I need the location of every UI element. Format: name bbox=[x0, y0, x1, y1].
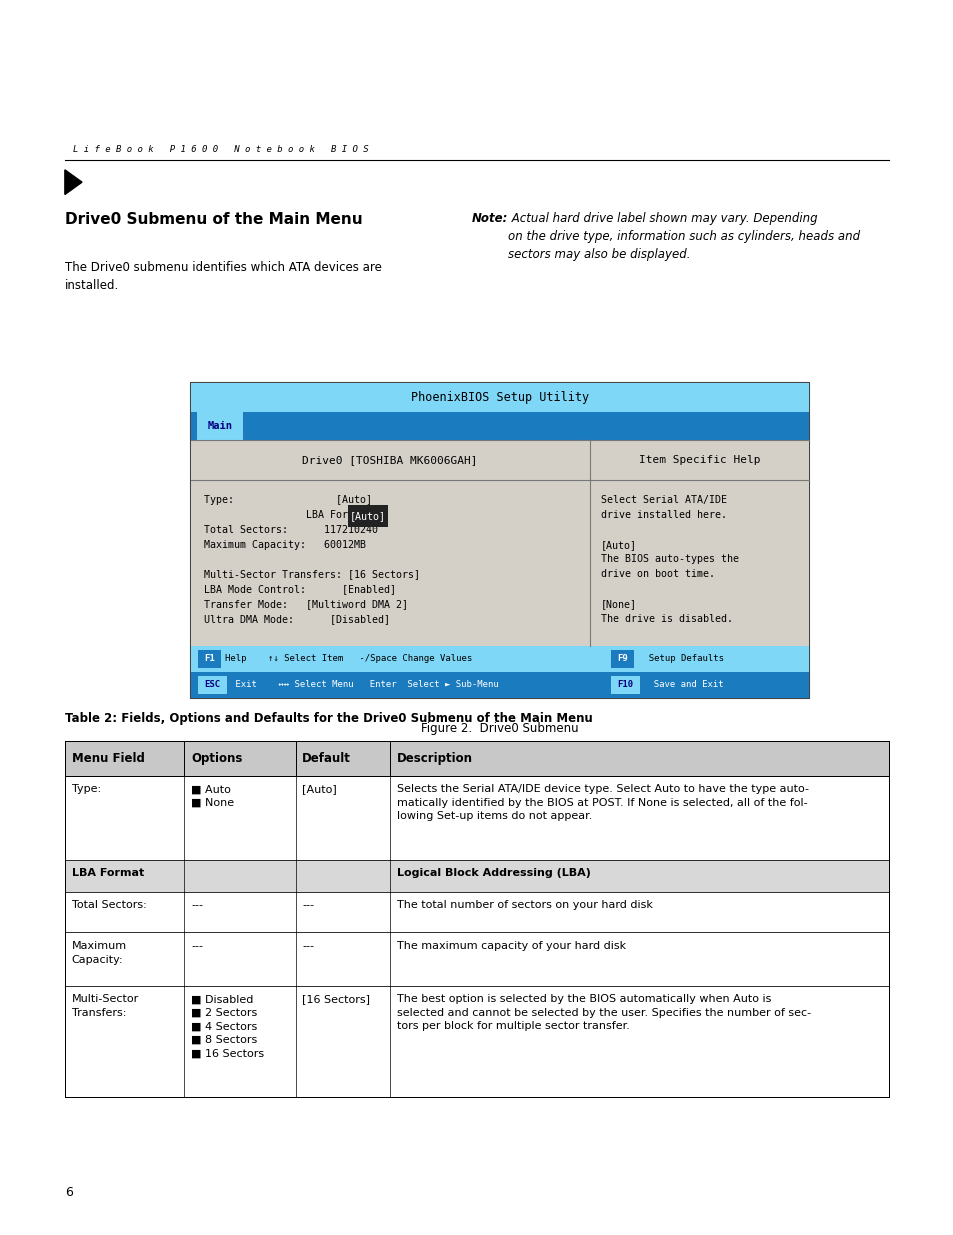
Text: ESC: ESC bbox=[205, 680, 220, 689]
Text: Logical Block Addressing (LBA): Logical Block Addressing (LBA) bbox=[396, 868, 591, 878]
Bar bbox=[191, 672, 808, 698]
Text: Options: Options bbox=[191, 752, 242, 764]
Bar bbox=[197, 412, 243, 440]
Bar bbox=[191, 646, 808, 672]
Text: Total Sectors:: Total Sectors: bbox=[71, 900, 146, 910]
Text: ■ Auto
■ None: ■ Auto ■ None bbox=[191, 784, 233, 808]
Text: Actual hard drive label shown may vary. Depending
on the drive type, information: Actual hard drive label shown may vary. … bbox=[508, 212, 860, 261]
Text: Figure 2.  Drive0 Submenu: Figure 2. Drive0 Submenu bbox=[420, 722, 578, 736]
Text: F10: F10 bbox=[617, 680, 633, 689]
Bar bbox=[65, 892, 888, 932]
Text: Setup Defaults: Setup Defaults bbox=[638, 655, 723, 663]
Text: LBA Format: LBA Format bbox=[71, 868, 144, 878]
Bar bbox=[65, 860, 888, 892]
Text: Description: Description bbox=[396, 752, 473, 764]
Bar bbox=[191, 440, 808, 646]
Bar bbox=[65, 932, 888, 986]
Text: Default: Default bbox=[302, 752, 351, 764]
Text: Help    ↑↓ Select Item   -/Space Change Values: Help ↑↓ Select Item -/Space Change Value… bbox=[225, 655, 472, 663]
Bar bbox=[65, 776, 888, 860]
Text: ■ Disabled
■ 2 Sectors
■ 4 Sectors
■ 8 Sectors
■ 16 Sectors: ■ Disabled ■ 2 Sectors ■ 4 Sectors ■ 8 S… bbox=[191, 994, 264, 1058]
Text: Drive0 Submenu of the Main Menu: Drive0 Submenu of the Main Menu bbox=[65, 212, 362, 227]
Text: ---: --- bbox=[302, 941, 314, 951]
Text: Drive0 [TOSHIBA MK6006GAH]: Drive0 [TOSHIBA MK6006GAH] bbox=[302, 454, 477, 466]
Bar bbox=[611, 650, 634, 668]
Text: F1: F1 bbox=[204, 655, 215, 663]
Text: Maximum
Capacity:: Maximum Capacity: bbox=[71, 941, 127, 965]
Text: Item Specific Help: Item Specific Help bbox=[638, 454, 760, 466]
Text: Note:: Note: bbox=[472, 212, 508, 225]
Text: F9: F9 bbox=[617, 655, 627, 663]
Bar bbox=[191, 383, 808, 698]
Text: Save and Exit: Save and Exit bbox=[642, 680, 722, 689]
Bar bbox=[65, 741, 888, 776]
Text: Multi-Sector
Transfers:: Multi-Sector Transfers: bbox=[71, 994, 138, 1018]
Text: [16 Sectors]: [16 Sectors] bbox=[302, 994, 370, 1004]
Text: The best option is selected by the BIOS automatically when Auto is
selected and : The best option is selected by the BIOS … bbox=[396, 994, 810, 1031]
Bar bbox=[198, 650, 221, 668]
Text: 6: 6 bbox=[65, 1186, 72, 1199]
Text: The maximum capacity of your hard disk: The maximum capacity of your hard disk bbox=[396, 941, 625, 951]
Text: ---: --- bbox=[191, 900, 203, 910]
Text: ---: --- bbox=[191, 941, 203, 951]
Text: Type:: Type: bbox=[71, 784, 101, 794]
Polygon shape bbox=[65, 170, 82, 195]
Bar bbox=[611, 676, 639, 694]
Text: Type:                 [Auto]
                 LBA Format
Total Sectors:      117: Type: [Auto] LBA Format Total Sectors: 1… bbox=[204, 495, 419, 624]
Text: The total number of sectors on your hard disk: The total number of sectors on your hard… bbox=[396, 900, 652, 910]
Text: [Auto]: [Auto] bbox=[350, 511, 386, 521]
Text: Select Serial ATA/IDE
drive installed here.

[Auto]
The BIOS auto-types the
driv: Select Serial ATA/IDE drive installed he… bbox=[600, 495, 739, 624]
Text: Table 2: Fields, Options and Defaults for the Drive0 Submenu of the Main Menu: Table 2: Fields, Options and Defaults fo… bbox=[65, 711, 592, 725]
Text: Main: Main bbox=[208, 421, 233, 431]
Bar bbox=[348, 505, 388, 527]
Text: Menu Field: Menu Field bbox=[71, 752, 144, 764]
Bar bbox=[191, 412, 808, 440]
Text: PhoenixBIOS Setup Utility: PhoenixBIOS Setup Utility bbox=[411, 391, 588, 404]
Text: L i f e B o o k   P 1 6 0 0   N o t e b o o k   B I O S: L i f e B o o k P 1 6 0 0 N o t e b o o … bbox=[72, 144, 368, 153]
Bar bbox=[198, 676, 227, 694]
Text: Selects the Serial ATA/IDE device type. Select Auto to have the type auto-
matic: Selects the Serial ATA/IDE device type. … bbox=[396, 784, 808, 821]
Bar bbox=[65, 741, 888, 776]
Bar bbox=[191, 383, 808, 412]
Bar bbox=[65, 986, 888, 1097]
Text: [Auto]: [Auto] bbox=[302, 784, 336, 794]
Text: ---: --- bbox=[302, 900, 314, 910]
Text: Exit    ↔↔ Select Menu   Enter  Select ► Sub-Menu: Exit ↔↔ Select Menu Enter Select ► Sub-M… bbox=[230, 680, 498, 689]
Text: The Drive0 submenu identifies which ATA devices are
installed.: The Drive0 submenu identifies which ATA … bbox=[65, 262, 381, 293]
